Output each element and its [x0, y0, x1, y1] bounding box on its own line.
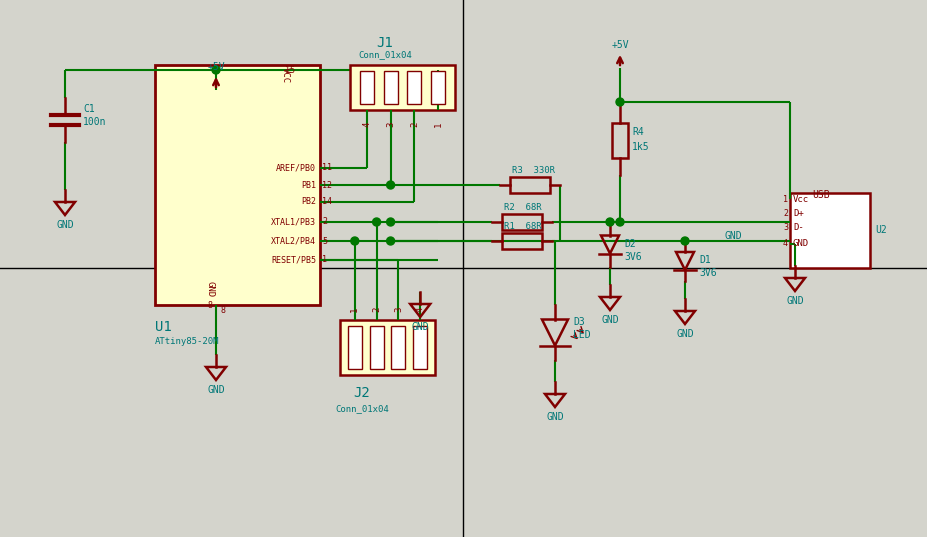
Text: 2: 2	[783, 208, 788, 217]
Text: Vcc: Vcc	[793, 194, 809, 204]
Text: +5V: +5V	[611, 40, 629, 50]
Bar	[384, 71, 398, 104]
Text: PB1: PB1	[301, 180, 316, 190]
Text: GND: GND	[602, 315, 619, 325]
Bar	[340, 320, 435, 375]
Text: 14: 14	[322, 198, 332, 207]
Text: PB2: PB2	[301, 198, 316, 207]
Text: D1: D1	[699, 255, 711, 265]
Text: J2: J2	[353, 386, 371, 400]
Text: LED: LED	[573, 330, 590, 340]
Text: RESET/PB5: RESET/PB5	[271, 256, 316, 265]
Bar	[348, 326, 362, 369]
Text: USB: USB	[812, 190, 830, 200]
Text: 3V6: 3V6	[624, 252, 641, 262]
Text: +5V: +5V	[208, 62, 225, 72]
Text: XTAL1/PB3: XTAL1/PB3	[271, 217, 316, 227]
Circle shape	[387, 218, 395, 226]
Text: 11: 11	[322, 163, 332, 172]
Bar	[155, 65, 320, 305]
Text: Conn_01x04: Conn_01x04	[336, 404, 388, 413]
Bar	[391, 326, 405, 369]
Text: 1: 1	[350, 307, 360, 312]
Circle shape	[387, 181, 395, 189]
Text: 5: 5	[322, 236, 327, 245]
Text: ATtiny85-20M: ATtiny85-20M	[155, 337, 220, 345]
Bar	[502, 233, 542, 249]
Text: C1: C1	[83, 104, 95, 114]
Text: 4: 4	[415, 307, 425, 312]
Text: 2: 2	[372, 307, 381, 312]
Text: 100n: 100n	[83, 117, 107, 127]
Text: 1: 1	[434, 122, 443, 127]
Text: 1k5: 1k5	[632, 142, 650, 152]
Circle shape	[212, 66, 220, 74]
Text: GND: GND	[208, 385, 225, 395]
Text: GND: GND	[676, 329, 693, 339]
Text: GND: GND	[725, 231, 743, 241]
Circle shape	[350, 237, 359, 245]
Text: U1: U1	[155, 320, 171, 334]
Text: GND: GND	[786, 296, 804, 306]
Text: Conn_01x04: Conn_01x04	[358, 50, 412, 59]
Text: 4: 4	[783, 240, 788, 249]
Text: 3: 3	[783, 223, 788, 233]
Circle shape	[387, 237, 395, 245]
Circle shape	[606, 218, 614, 226]
Text: 1: 1	[783, 194, 788, 204]
Circle shape	[616, 98, 624, 106]
Text: 8: 8	[208, 301, 212, 310]
Text: VCC: VCC	[281, 67, 289, 83]
Bar	[370, 326, 384, 369]
Text: R1  68R: R1 68R	[504, 222, 541, 231]
Text: D3: D3	[573, 317, 585, 327]
Bar	[360, 71, 374, 104]
Text: J1: J1	[376, 36, 393, 50]
Text: GND: GND	[546, 412, 564, 422]
Text: R3  330R: R3 330R	[512, 166, 555, 175]
Bar	[510, 177, 550, 193]
Text: 1: 1	[322, 256, 327, 265]
Text: R2  68R: R2 68R	[504, 203, 541, 212]
Bar	[407, 71, 422, 104]
Text: D+: D+	[793, 208, 804, 217]
Circle shape	[616, 218, 624, 226]
Bar	[790, 193, 870, 268]
Text: 12: 12	[322, 180, 332, 190]
Text: U2: U2	[875, 225, 887, 235]
Text: 15: 15	[285, 66, 295, 75]
Text: AREF/PB0: AREF/PB0	[276, 163, 316, 172]
Text: 2: 2	[322, 217, 327, 227]
Text: 3V6: 3V6	[699, 268, 717, 278]
Bar	[350, 65, 455, 110]
Circle shape	[681, 237, 689, 245]
Text: GND: GND	[57, 220, 74, 230]
Text: GND: GND	[793, 240, 809, 249]
Text: XTAL2/PB4: XTAL2/PB4	[271, 236, 316, 245]
Bar	[612, 122, 628, 157]
Text: R4: R4	[632, 127, 643, 137]
Bar	[413, 326, 427, 369]
Text: 4: 4	[362, 122, 372, 127]
Text: GND: GND	[206, 281, 214, 297]
Text: 3: 3	[387, 122, 395, 127]
Bar	[431, 71, 445, 104]
Text: D2: D2	[624, 239, 636, 249]
Text: D-: D-	[793, 223, 804, 233]
Text: 2: 2	[410, 122, 419, 127]
Text: GND: GND	[412, 322, 429, 332]
Circle shape	[373, 218, 381, 226]
Text: 8: 8	[221, 306, 226, 315]
Text: 3: 3	[394, 307, 403, 312]
Bar	[502, 214, 542, 230]
